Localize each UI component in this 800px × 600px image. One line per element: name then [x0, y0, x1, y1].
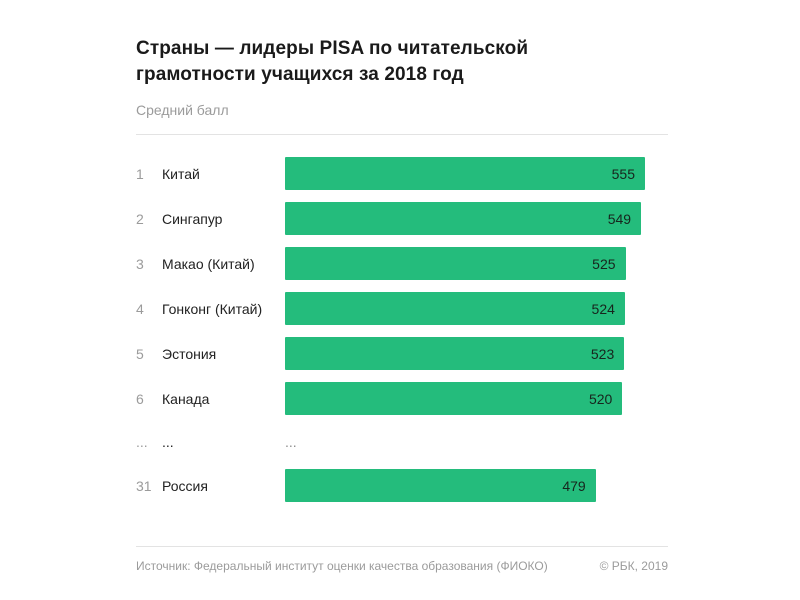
bar-track: 520 — [285, 382, 668, 416]
row-rank: 6 — [136, 390, 144, 407]
bar-value: 479 — [562, 477, 586, 494]
source-note: Источник: Федеральный институт оценки ка… — [136, 559, 548, 574]
table-row: 5 Эстония 523 — [136, 331, 668, 376]
copyright-note: © РБК, 2019 — [599, 559, 668, 574]
bar-track: 524 — [285, 292, 668, 326]
table-row: 31 Россия 479 — [136, 463, 668, 508]
bar-value: 549 — [607, 210, 632, 227]
bottom-divider — [136, 546, 668, 548]
chart-footer: Источник: Федеральный институт оценки ка… — [136, 547, 668, 573]
bar: 524 — [285, 292, 625, 326]
bar-value: 524 — [591, 300, 615, 317]
row-rank: 31 — [136, 477, 152, 494]
table-row: 1 Китай 555 — [136, 151, 668, 196]
bar-track: ... — [285, 434, 668, 450]
table-row: 3 Макао (Китай) 525 — [136, 241, 668, 286]
bar-track: 555 — [285, 157, 668, 191]
bar-track: 479 — [285, 469, 668, 503]
row-rank: 2 — [136, 210, 144, 227]
chart-card: Страны — лидеры PISA по читательской гра… — [136, 28, 668, 573]
bar: 479 — [285, 469, 596, 503]
table-row: 6 Канада 520 — [136, 376, 668, 421]
bar-track: 549 — [285, 202, 668, 236]
bar-value: 520 — [588, 390, 613, 407]
row-country: Макао (Китай) — [162, 255, 255, 272]
bar: 549 — [285, 202, 642, 236]
row-rank: 1 — [136, 165, 144, 182]
row-country: Россия — [162, 477, 208, 494]
page-title: Страны — лидеры PISA по читательской гра… — [136, 38, 529, 86]
bar-value: 523 — [590, 345, 615, 362]
row-rank: 3 — [136, 255, 144, 272]
top-divider — [136, 134, 668, 136]
bar-value: 525 — [592, 255, 616, 272]
row-country: Гонконг (Китай) — [162, 300, 263, 317]
bar: 523 — [285, 337, 625, 371]
row-country: Канада — [162, 390, 210, 407]
bar: 555 — [285, 157, 645, 191]
bar-track: 523 — [285, 337, 668, 371]
bar: 520 — [285, 382, 623, 416]
row-rank: ... — [136, 434, 148, 451]
row-country: Китай — [162, 165, 200, 182]
ellipsis-dots: ... — [285, 434, 297, 451]
chart-rows: 1 Китай 555 2 Сингапур 549 3 Макао (Кита… — [136, 135, 668, 508]
chart-subtitle: Средний балл — [136, 102, 229, 119]
table-row: 4 Гонконг (Китай) 524 — [136, 286, 668, 331]
table-row: 2 Сингапур 549 — [136, 196, 668, 241]
row-rank: 4 — [136, 300, 144, 317]
bar: 525 — [285, 247, 626, 281]
row-country: Эстония — [162, 345, 217, 362]
row-rank: 5 — [136, 345, 144, 362]
bar-track: 525 — [285, 247, 668, 281]
table-row: ... ... ... — [136, 421, 668, 463]
row-country: Сингапур — [162, 210, 223, 227]
row-country: ... — [162, 434, 174, 451]
bar-value: 555 — [611, 165, 635, 182]
